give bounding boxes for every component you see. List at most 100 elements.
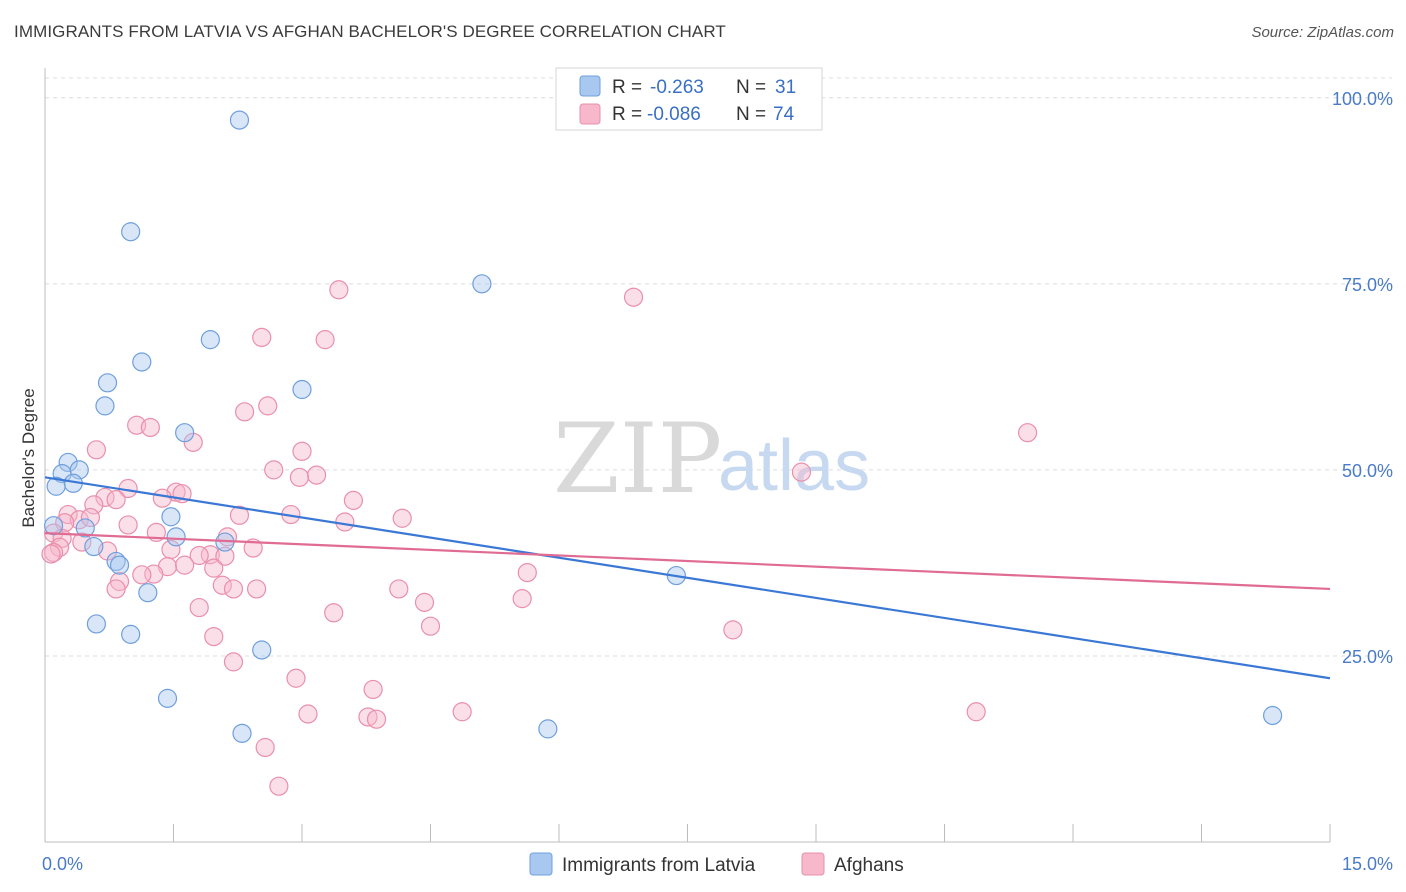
- series-label-latvia: Immigrants from Latvia: [562, 855, 756, 876]
- axes: [44, 68, 1331, 843]
- latvia-point-8: [175, 423, 195, 443]
- afghans-point-11: [292, 441, 312, 461]
- latvia-trend-line: [44, 476, 1331, 680]
- afghans-point-60: [414, 592, 435, 612]
- y-tick-label-3: 100.0%: [1332, 89, 1393, 109]
- watermark-zip: ZIP: [553, 403, 722, 515]
- latvia-point-4: [132, 352, 152, 372]
- afghans-point-32: [118, 515, 138, 535]
- afghans-point-35: [72, 532, 92, 552]
- afghans-point-59: [189, 597, 209, 618]
- latvia-point-20: [106, 551, 126, 572]
- data-points: [41, 110, 1283, 796]
- latvia-point-14: [75, 518, 95, 538]
- afghans-point-72: [366, 709, 387, 729]
- afghans-point-2: [252, 327, 272, 348]
- latvia-point-27: [157, 688, 178, 708]
- latvia-point-3: [200, 330, 220, 350]
- legend-n-value-afghans: 74: [773, 104, 795, 125]
- afghans-point-3: [315, 330, 335, 350]
- tick-labels: 25.0% 50.0% 75.0% 100.0% 0.0% 15.0%: [42, 89, 1393, 874]
- chart-title: IMMIGRANTS FROM LATVIA VS AFGHAN BACHELO…: [14, 22, 726, 41]
- afghans-point-48: [175, 555, 195, 575]
- afghans-point-7: [140, 417, 160, 438]
- afghans-point-0: [329, 280, 349, 300]
- latvia-point-24: [86, 614, 107, 634]
- latvia-point-0: [229, 110, 250, 130]
- latvia-point-26: [252, 640, 272, 660]
- afghans-point-55: [106, 579, 126, 599]
- legend-r-label-afghans: R =: [612, 104, 642, 125]
- afghans-point-57: [246, 579, 267, 599]
- legend-r-value-latvia: -0.263: [650, 77, 704, 98]
- trend-lines: [44, 476, 1331, 680]
- afghans-point-31: [229, 505, 250, 525]
- legend-swatch-afghans: [579, 103, 601, 125]
- afghans-point-15: [289, 467, 310, 487]
- latvia-point-19: [84, 536, 104, 557]
- latvia-point-29: [538, 719, 558, 739]
- afghans-point-69: [452, 702, 472, 722]
- afghans-point-52: [132, 565, 152, 585]
- afghans-point-62: [512, 589, 532, 609]
- afghans-point-13: [264, 460, 284, 480]
- afghans-point-75: [269, 776, 289, 796]
- afghans-point-49: [204, 558, 224, 578]
- watermark: ZIP atlas: [553, 403, 870, 515]
- afghans-trend-line: [44, 532, 1331, 591]
- afghans-point-28: [80, 507, 101, 528]
- latvia-point-30: [1263, 705, 1283, 726]
- legend-r-label-latvia: R =: [612, 77, 642, 98]
- y-tick-label-2: 75.0%: [1342, 275, 1393, 295]
- legend-r-value-afghans: -0.086: [647, 104, 701, 125]
- latvia-point-21: [109, 555, 130, 575]
- x-tick-label-0: 0.0%: [42, 854, 83, 874]
- latvia-point-6: [292, 379, 312, 400]
- chart-source: Source: ZipAtlas.com: [1251, 24, 1394, 41]
- latvia-point-13: [46, 476, 66, 496]
- afghans-point-18: [152, 488, 172, 508]
- afghans-point-63: [420, 616, 441, 636]
- afghans-point-46: [215, 546, 235, 566]
- latvia-point-2: [472, 274, 492, 294]
- afghans-point-45: [189, 545, 209, 566]
- afghans-point-50: [517, 562, 537, 583]
- afghans-point-21: [343, 490, 363, 510]
- afghans-point-74: [255, 737, 275, 758]
- latvia-point-28: [232, 723, 252, 743]
- grid-lines: [45, 77, 1392, 657]
- afghans-point-67: [286, 668, 306, 688]
- afghans-point-54: [212, 575, 232, 595]
- y-tick-label-0: 25.0%: [1342, 647, 1393, 667]
- afghans-point-66: [223, 652, 244, 672]
- series-swatch-latvia: [529, 852, 553, 876]
- afghans-point-64: [723, 620, 743, 640]
- y-axis-label: Bachelor's Degree: [19, 388, 38, 527]
- afghans-point-4: [258, 396, 278, 416]
- latvia-point-25: [121, 624, 141, 644]
- afghans-point-39: [243, 538, 263, 558]
- x-tick-label-1: 15.0%: [1342, 854, 1393, 874]
- afghans-point-70: [298, 704, 318, 724]
- afghans-point-61: [324, 603, 344, 623]
- afghans-point-65: [204, 626, 224, 647]
- afghans-point-26: [392, 508, 412, 528]
- correlation-legend: R = -0.263 N = 31 R = -0.086 N = 74: [555, 67, 823, 131]
- latvia-point-16: [43, 516, 64, 536]
- y-tick-label-1: 50.0%: [1342, 461, 1393, 481]
- latvia-point-9: [58, 452, 78, 473]
- latvia-point-7: [95, 396, 115, 416]
- series-label-afghans: Afghans: [834, 855, 904, 876]
- afghans-point-68: [363, 679, 383, 700]
- latvia-point-1: [121, 222, 141, 242]
- afghans-point-10: [86, 440, 107, 460]
- afghans-point-8: [1017, 423, 1038, 443]
- latvia-point-15: [161, 507, 181, 527]
- legend-n-label-afghans: N =: [736, 104, 766, 125]
- legend-swatch-latvia: [579, 75, 601, 97]
- afghans-point-43: [41, 544, 61, 564]
- legend-n-label-latvia: N =: [736, 77, 766, 98]
- afghans-point-20: [106, 490, 126, 510]
- afghans-point-1: [623, 287, 644, 307]
